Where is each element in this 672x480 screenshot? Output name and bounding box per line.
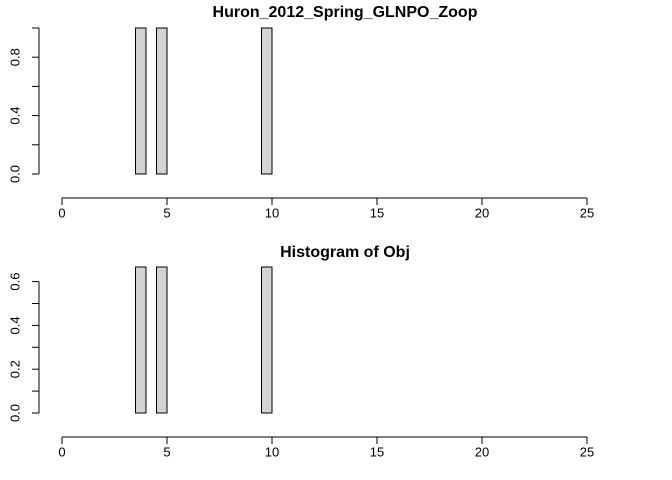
x-tick-label: 0 (58, 205, 65, 220)
bar (156, 266, 168, 414)
bar (135, 27, 147, 175)
x-tick-label: 15 (370, 205, 384, 220)
x-tick-label: 5 (163, 444, 170, 459)
x-tick-label: 15 (370, 444, 384, 459)
x-tick-label: 20 (475, 444, 489, 459)
x-tick-label: 25 (580, 205, 594, 220)
bar (156, 27, 168, 175)
x-tick-label: 10 (265, 444, 279, 459)
y-tick-label: 0.8 (7, 48, 22, 66)
x-tick-label: 25 (580, 444, 594, 459)
chart-title: Huron_2012_Spring_GLNPO_Zoop (213, 4, 478, 21)
x-tick-label: 10 (265, 205, 279, 220)
y-tick-label: 0.0 (7, 165, 22, 183)
y-tick-label: 0.0 (7, 404, 22, 422)
bar (261, 266, 273, 414)
bar (135, 266, 147, 414)
y-tick-label: 0.4 (7, 316, 22, 334)
x-tick-label: 20 (475, 205, 489, 220)
y-tick-label: 0.4 (7, 107, 22, 125)
chart-title: Histogram of Obj (280, 244, 410, 261)
x-tick-label: 5 (163, 205, 170, 220)
bar (261, 27, 273, 175)
y-tick-label: 0.6 (7, 273, 22, 291)
x-tick-label: 0 (58, 444, 65, 459)
y-tick-label: 0.2 (7, 360, 22, 378)
